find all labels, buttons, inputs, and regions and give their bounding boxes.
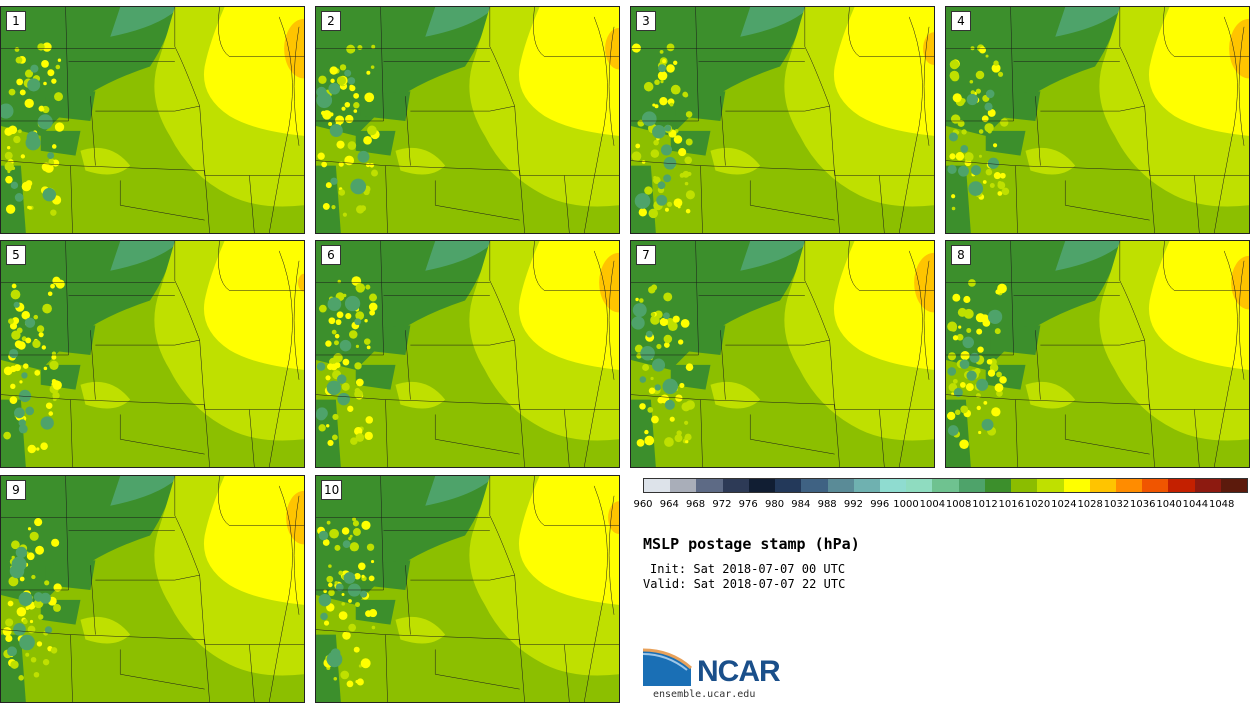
colorbar-tick: 1000 — [893, 499, 919, 510]
colorbar-segment — [1142, 479, 1169, 492]
colorbar-tick: 1008 — [945, 499, 972, 510]
panel-number: 7 — [636, 245, 656, 265]
colorbar-tick: 984 — [791, 499, 811, 510]
map-panel-5: 5 — [0, 240, 305, 468]
colorbar-segment — [1168, 479, 1195, 492]
colorbar-segment — [984, 479, 1012, 492]
colorbar-segment — [775, 479, 802, 492]
map-panel-4: 4 — [945, 6, 1250, 234]
valid-time: Valid: Sat 2018-07-07 22 UTC — [643, 577, 846, 591]
colorbar-tick: 1048 — [1208, 499, 1235, 510]
colorbar-tick: 960 — [633, 499, 653, 510]
colorbar-tick: 980 — [764, 499, 785, 510]
colorbar-tick: 1016 — [998, 499, 1024, 510]
colorbar-tick: 1004 — [919, 499, 946, 510]
colorbar-tick: 1020 — [1024, 499, 1051, 510]
colorbar-segment — [801, 479, 828, 492]
colorbar-tick: 1012 — [972, 499, 998, 510]
colorbar-tick: 964 — [659, 499, 679, 510]
chart-title: MSLP postage stamp (hPa) — [643, 535, 860, 553]
colorbar-tick: 976 — [738, 499, 758, 510]
colorbar-tick: 1032 — [1103, 499, 1130, 510]
site-url: ensemble.ucar.edu — [653, 689, 756, 700]
colorbar-segment — [1011, 479, 1038, 492]
colorbar-tick-labels: 960 964 968 972 976 980 984 988 992 996 1000 1004 10… — [633, 499, 1248, 513]
panel-number: 6 — [321, 245, 341, 265]
colorbar-segment — [644, 479, 671, 492]
map-panel-7: 7 — [630, 240, 935, 468]
colorbar-segment — [932, 479, 959, 492]
logo-text: NCAR — [697, 655, 781, 688]
colorbar-segment — [879, 479, 907, 492]
map-panel-6: 6 — [315, 240, 620, 468]
colorbar-tick: 1028 — [1077, 499, 1103, 510]
colorbar-segment — [722, 479, 749, 492]
colorbar-segment — [1194, 479, 1221, 492]
colorbar-tick: 988 — [817, 499, 837, 510]
panel-number: 4 — [951, 11, 971, 31]
map-panel-2: 2 — [315, 6, 620, 234]
map-panel-9: 9 — [0, 475, 305, 703]
map-panel-8: 8 — [945, 240, 1250, 468]
colorbar-segment — [853, 479, 880, 492]
map-panel-10: 10 — [315, 475, 620, 703]
colorbar-segment — [958, 479, 985, 492]
init-time: Init: Sat 2018-07-07 00 UTC — [650, 562, 846, 576]
colorbar-segment — [827, 479, 854, 492]
colorbar-tick: 1040 — [1156, 499, 1182, 510]
panel-number: 8 — [951, 245, 971, 265]
map-panel-3: 3 — [630, 6, 935, 234]
colorbar-tick: 996 — [870, 499, 890, 510]
colorbar-tick: 1044 — [1182, 499, 1209, 510]
panel-number: 10 — [321, 480, 343, 500]
colorbar-segment — [696, 479, 723, 492]
colorbar-segment — [1063, 479, 1090, 492]
panel-number: 5 — [6, 245, 26, 265]
panel-number: 2 — [321, 11, 341, 31]
map-panel-1: 1 — [0, 6, 305, 234]
panel-number: 1 — [6, 11, 26, 31]
panel-number: 3 — [636, 11, 656, 31]
colorbar-segment — [1115, 479, 1143, 492]
colorbar-tick: 1036 — [1130, 499, 1156, 510]
colorbar-segment — [1089, 479, 1116, 492]
pressure-colorbar — [643, 478, 1248, 493]
colorbar-segment — [906, 479, 933, 492]
colorbar-segment — [1037, 479, 1064, 492]
colorbar-segment — [670, 479, 697, 492]
colorbar-tick: 968 — [686, 499, 706, 510]
colorbar-tick: 1024 — [1051, 499, 1077, 510]
ncar-logo-icon — [643, 648, 693, 686]
colorbar-segment — [748, 479, 776, 492]
colorbar-tick: 972 — [712, 499, 732, 510]
panel-number: 9 — [6, 480, 26, 500]
colorbar-segment — [1220, 479, 1248, 492]
colorbar-tick: 992 — [843, 499, 863, 510]
